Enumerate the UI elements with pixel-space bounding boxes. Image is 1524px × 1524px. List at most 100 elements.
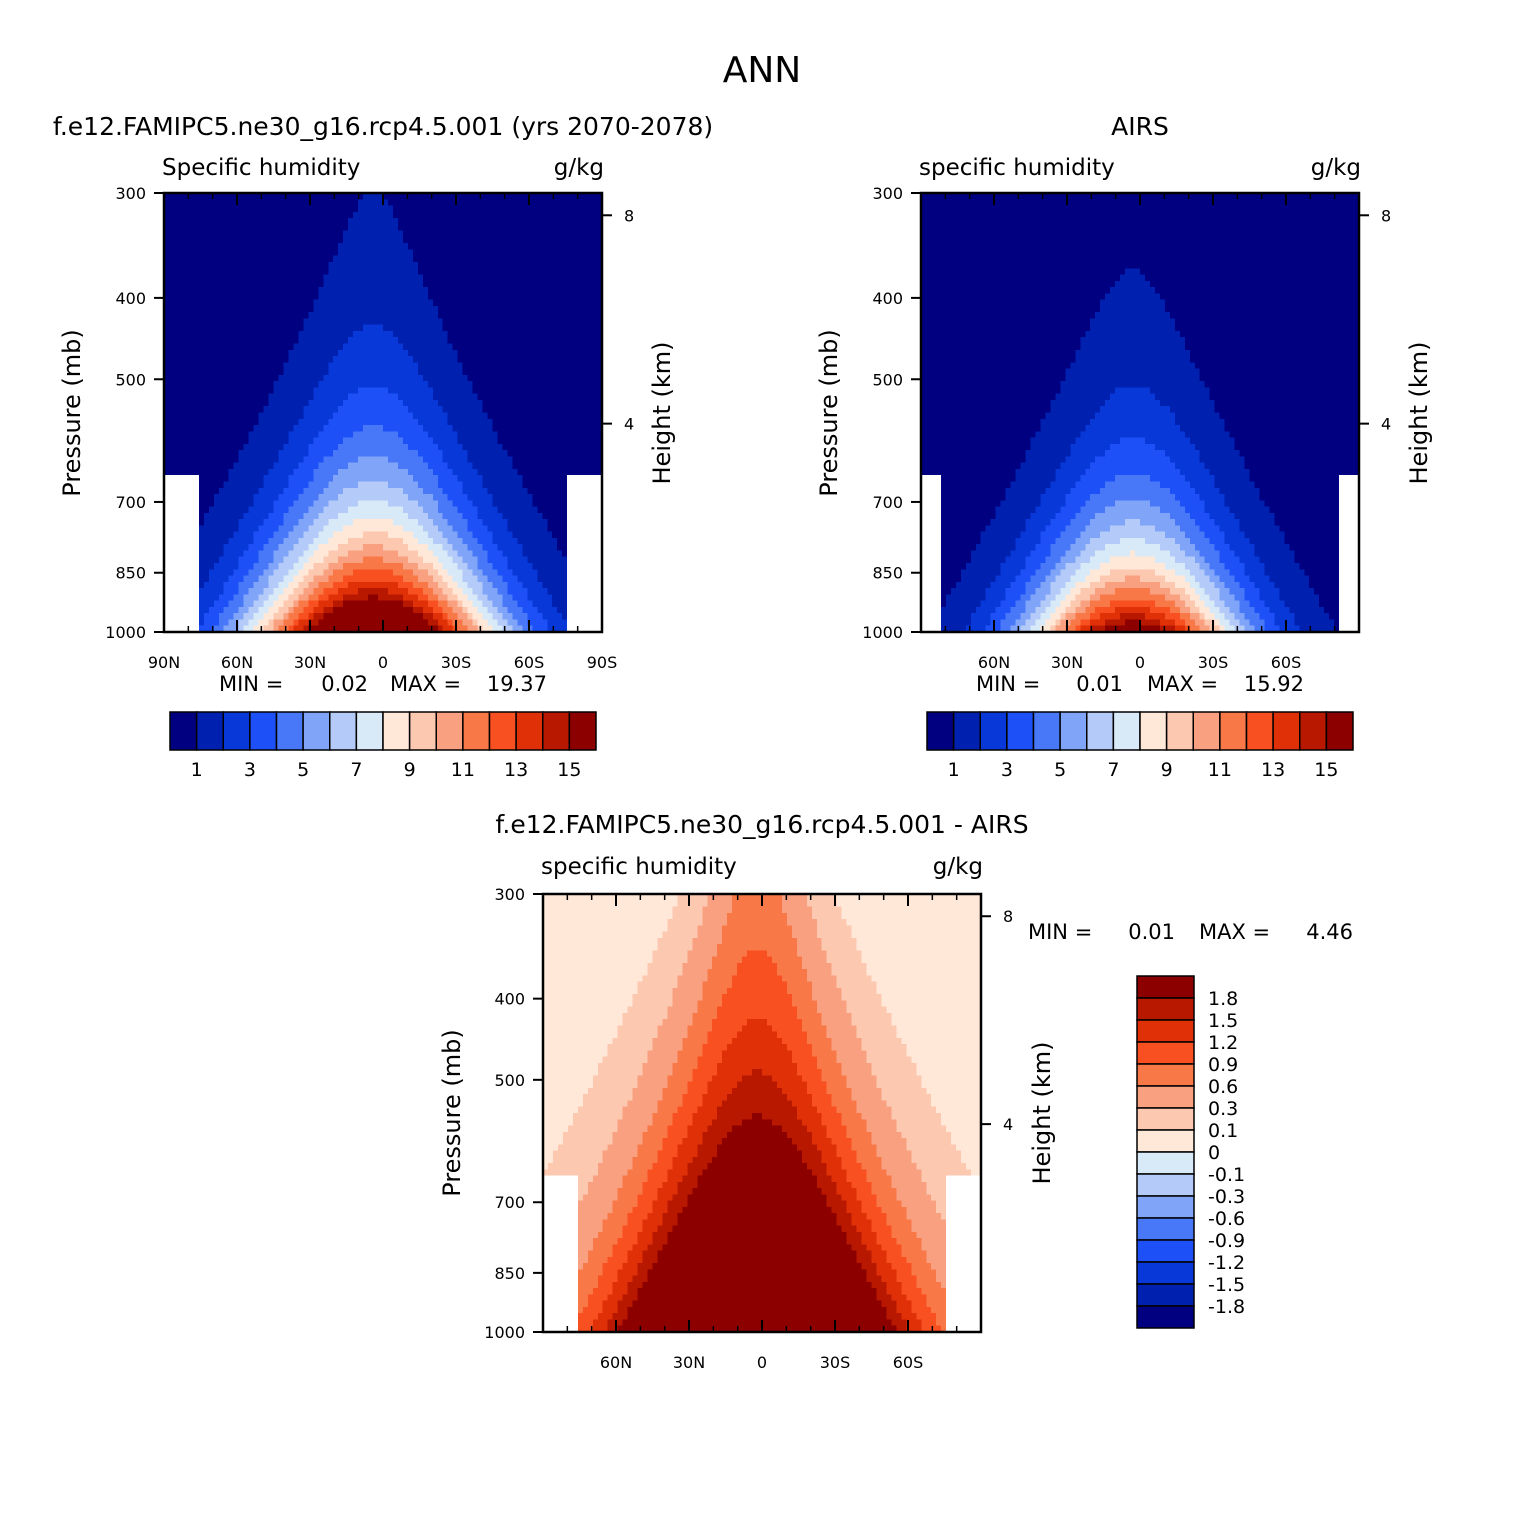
contour-cell — [308, 512, 314, 520]
contour-cell — [358, 362, 364, 370]
contour-cell — [592, 475, 598, 483]
contour-cell — [363, 462, 369, 470]
contour-cell — [567, 312, 573, 320]
contour-cell — [213, 468, 220, 476]
contour-cell — [482, 274, 489, 282]
contour-cell — [517, 418, 523, 426]
contour-cell — [497, 525, 504, 533]
contour-cell — [318, 475, 324, 483]
contour-cell — [407, 312, 414, 320]
contour-cell — [238, 299, 245, 307]
contour-cell — [517, 287, 523, 294]
contour-cell — [417, 425, 424, 432]
contour-cell — [223, 487, 230, 495]
contour-cell — [497, 374, 504, 382]
contour-cell — [547, 387, 553, 395]
contour-cell — [178, 193, 185, 200]
contour-cell — [387, 268, 394, 276]
contour-cell — [218, 406, 225, 414]
contour-cell — [378, 230, 384, 238]
contour-cell — [437, 487, 444, 495]
contour-cell — [218, 299, 225, 307]
contour-cell — [363, 249, 369, 257]
contour-cell — [288, 519, 295, 526]
contour-cell — [323, 356, 329, 363]
contour-cell — [587, 287, 593, 294]
contour-cell — [303, 274, 309, 282]
contour-cell — [243, 506, 250, 514]
contour-cell — [268, 406, 275, 414]
contour-cell — [193, 362, 200, 370]
contour-cell — [507, 193, 514, 200]
contour-cell — [442, 318, 449, 326]
contour-cell — [392, 437, 399, 445]
contour-cell — [557, 362, 563, 370]
contour-cell — [417, 381, 424, 389]
contour-cell — [303, 537, 309, 545]
contour-cell — [318, 512, 324, 520]
contour-cell — [213, 387, 220, 395]
contour-cell — [587, 255, 593, 263]
contour-cell — [472, 243, 479, 251]
page-title: ANN — [723, 50, 802, 91]
contour-cell — [168, 418, 175, 426]
contour-cell — [547, 450, 553, 457]
contour-cell — [308, 305, 314, 313]
contour-cell — [387, 399, 394, 407]
contour-cell — [447, 330, 454, 338]
contour-cell — [218, 468, 225, 476]
contour-cell — [188, 381, 195, 389]
contour-cell — [243, 406, 250, 414]
contour-cell — [263, 443, 270, 451]
contour-cell — [452, 481, 459, 489]
contour-cell — [333, 305, 339, 313]
contour-cell — [268, 481, 275, 489]
contour-cell — [537, 280, 543, 288]
contour-cell — [402, 481, 409, 489]
contour-cell — [333, 199, 339, 207]
contour-cell — [532, 437, 538, 445]
contour-cell — [442, 236, 449, 244]
contour-cell — [507, 255, 514, 263]
contour-cell — [278, 381, 285, 389]
contour-cell — [298, 481, 304, 489]
contour-cell — [213, 531, 220, 539]
contour-cell — [338, 287, 344, 294]
contour-cell — [557, 280, 563, 288]
contour-cell — [592, 437, 598, 445]
contour-cell — [348, 374, 354, 382]
contour-cell — [427, 456, 434, 464]
contour-cell — [218, 318, 225, 326]
contour-cell — [203, 356, 210, 363]
contour-cell — [482, 312, 489, 320]
contour-cell — [522, 218, 528, 225]
contour-cell — [328, 537, 334, 545]
contour-cell — [527, 356, 533, 363]
contour-cell — [303, 381, 309, 389]
contour-cell — [467, 330, 474, 338]
contour-cell — [343, 261, 349, 269]
contour-cell — [562, 268, 568, 276]
contour-cell — [582, 211, 588, 219]
contour-cell — [467, 437, 474, 445]
contour-cell — [387, 337, 394, 345]
contour-cell — [392, 236, 399, 244]
contour-cell — [397, 199, 404, 207]
contour-cell — [542, 255, 548, 263]
contour-cell — [358, 343, 364, 351]
contour-cell — [338, 305, 344, 313]
contour-cell — [308, 406, 314, 414]
contour-cell — [487, 218, 494, 225]
contour-cell — [542, 494, 548, 501]
contour-cell — [502, 374, 509, 382]
contour-cell — [467, 468, 474, 476]
contour-cell — [213, 274, 220, 282]
contour-cell — [263, 362, 270, 370]
contour-cell — [164, 462, 170, 470]
contour-cell — [542, 393, 548, 401]
contour-cell — [582, 312, 588, 320]
contour-cell — [288, 412, 295, 420]
contour-cell — [233, 425, 240, 432]
contour-cell — [248, 205, 255, 213]
contour-cell — [383, 280, 389, 288]
